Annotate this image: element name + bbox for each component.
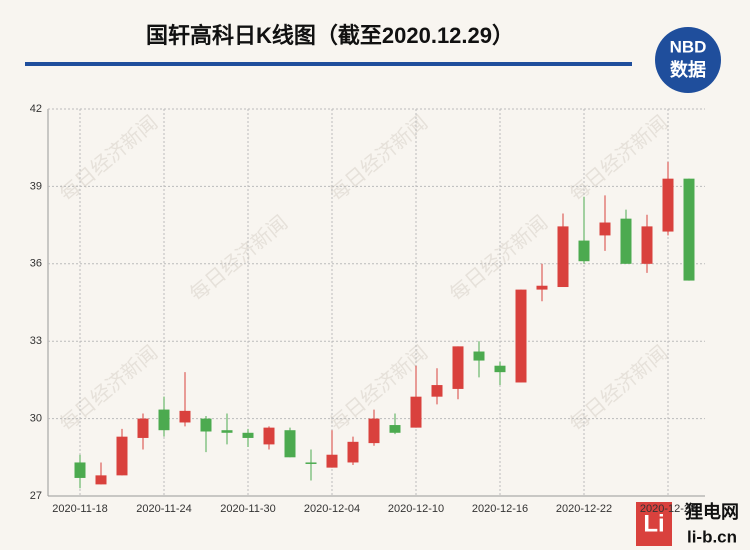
candle-body (158, 409, 170, 431)
logo-badge (655, 27, 721, 93)
y-tick-label: 27 (30, 490, 42, 502)
candle-body (368, 418, 380, 444)
y-tick-label: 33 (30, 335, 42, 347)
candle-body (494, 365, 506, 373)
candle-body (431, 385, 443, 397)
candle-body (74, 462, 86, 478)
candle-body (599, 222, 611, 236)
x-tick-label: 2020-11-30 (220, 503, 275, 515)
candle-body (452, 346, 464, 389)
x-tick-label: 2020-12-22 (556, 503, 612, 515)
logo-bottom: 数据 (670, 59, 706, 80)
x-tick-label: 2020-11-24 (136, 503, 191, 515)
candle-body (242, 432, 254, 438)
candle-body (263, 427, 275, 445)
corner-logo-mark: Li (643, 510, 664, 537)
candle-body (179, 410, 191, 423)
candle-body (389, 425, 401, 433)
candle-body (473, 351, 485, 361)
candle-body (557, 226, 569, 288)
candle-body (683, 178, 695, 281)
x-tick-label: 2020-11-18 (52, 503, 107, 515)
candle-body (137, 418, 149, 438)
candle-body (515, 289, 527, 383)
candle-body (221, 430, 233, 433)
candle-body (578, 240, 590, 262)
candle-body (200, 418, 212, 432)
y-tick-label: 39 (30, 180, 42, 192)
corner-logo: Li 狸电网 li-b.cn (636, 501, 739, 546)
candle-body (536, 285, 548, 290)
candle-body (284, 430, 296, 458)
title-rule (25, 62, 632, 66)
candle-body (620, 218, 632, 264)
x-tick-label: 2020-12-16 (472, 503, 528, 515)
candle-body (662, 178, 674, 232)
x-tick-label: 2020-12-10 (388, 503, 444, 515)
x-tick-label: 2020-12-28 (640, 503, 696, 515)
candle-body (305, 462, 317, 464)
logo-top: NBD (670, 37, 707, 56)
candle-body (116, 436, 128, 476)
y-tick-label: 36 (30, 258, 42, 270)
candle-body (95, 475, 107, 485)
x-tick-label: 2020-12-04 (304, 503, 360, 515)
y-tick-label: 42 (30, 103, 42, 115)
corner-logo-top: 狸电网 (685, 501, 739, 522)
chart-title: 国轩高科日K线图（截至2020.12.29） (146, 23, 514, 48)
corner-logo-mark-bg (636, 502, 672, 546)
corner-logo-bottom: li-b.cn (687, 527, 737, 546)
y-tick-label: 30 (30, 413, 42, 425)
candle-body (641, 226, 653, 264)
candle-body (326, 454, 338, 468)
candle-body (347, 441, 359, 463)
candle-body (410, 396, 422, 428)
